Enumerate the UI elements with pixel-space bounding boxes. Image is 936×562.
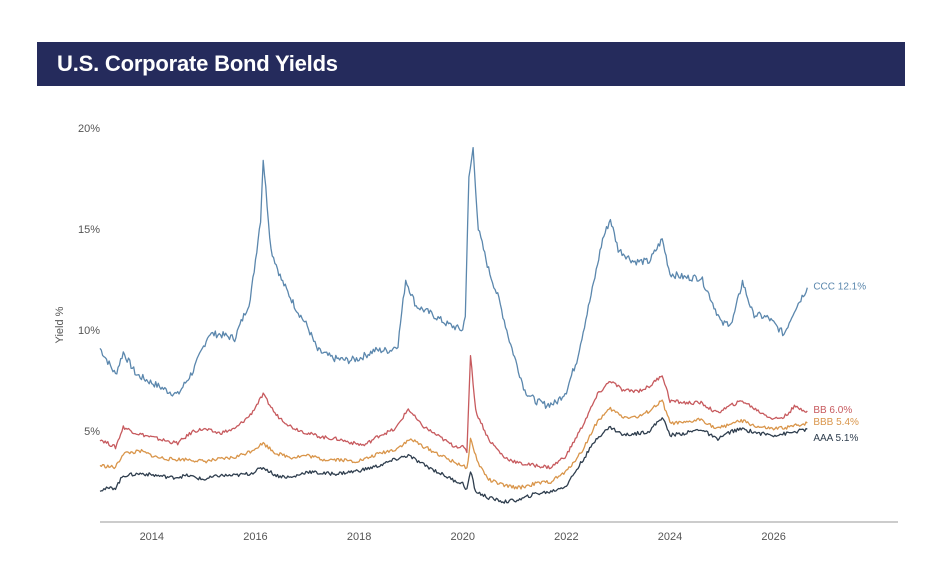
y-tick-label: 10% xyxy=(78,325,100,337)
y-tick-label: 15% xyxy=(78,224,100,236)
y-tick-label: 20% xyxy=(78,123,100,135)
title-bar: U.S. Corporate Bond Yields xyxy=(37,42,905,86)
series-line-aaa xyxy=(99,417,808,504)
x-ticks: 2014 2016 2018 2020 2022 2024 2026 xyxy=(140,531,786,543)
y-tick-label: 5% xyxy=(84,426,100,438)
series-lines xyxy=(99,146,808,504)
page-title: U.S. Corporate Bond Yields xyxy=(57,51,338,76)
x-tick-label: 2016 xyxy=(243,531,267,543)
x-tick-label: 2026 xyxy=(761,531,785,543)
y-ticks: 5% 10% 15% 20% xyxy=(78,123,100,438)
x-tick-label: 2022 xyxy=(554,531,578,543)
y-axis-title-group: Yield % xyxy=(54,306,66,343)
series-end-labels: CCC 12.1% BB 6.0%BBB 5.4% AAA 5.1% xyxy=(813,282,866,444)
x-tick-label: 2014 xyxy=(140,531,164,543)
x-tick-label: 2024 xyxy=(658,531,682,543)
x-tick-label: 2020 xyxy=(450,531,474,543)
y-axis-title: Yield % xyxy=(54,306,66,343)
end-label-aaa: AAA 5.1% xyxy=(813,433,858,444)
series-line-bb xyxy=(99,355,808,470)
end-label-bbb: BBB 5.4% xyxy=(813,417,859,428)
x-tick-label: 2018 xyxy=(347,531,371,543)
series-line-bbb xyxy=(99,399,808,490)
series-line-ccc xyxy=(99,146,808,409)
end-label-ccc: CCC 12.1% xyxy=(813,282,866,293)
end-label-bb: BB 6.0% xyxy=(813,405,852,416)
